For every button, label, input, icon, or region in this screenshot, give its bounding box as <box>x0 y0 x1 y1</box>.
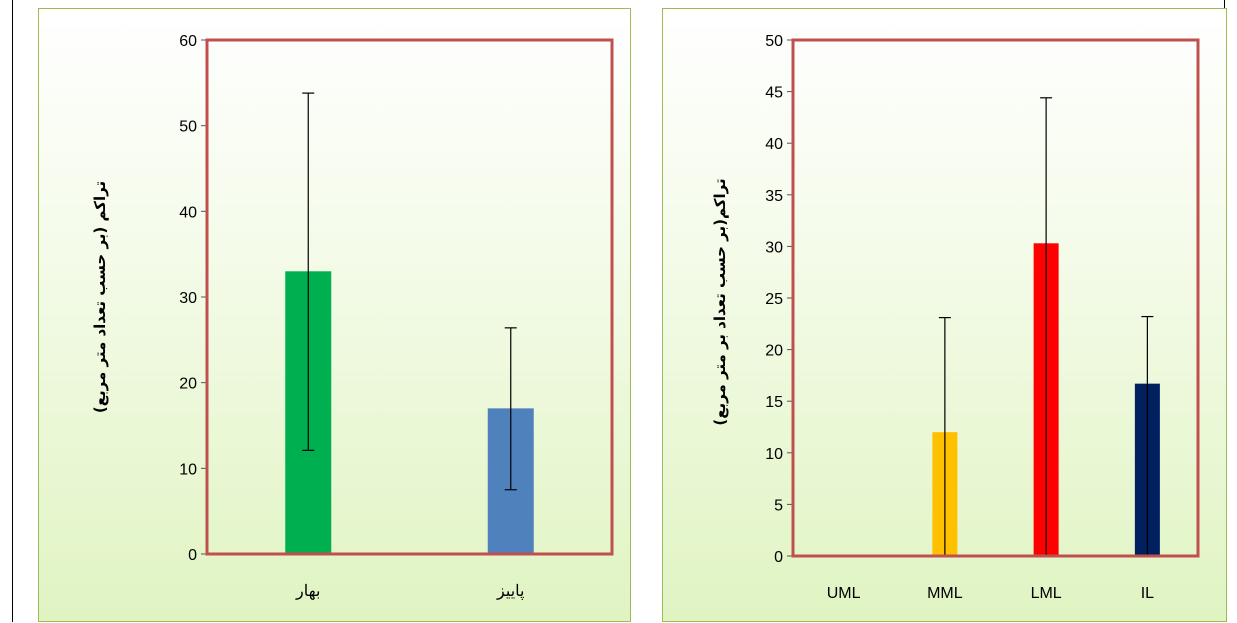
y-tick-label: 50 <box>179 119 197 136</box>
x-category-label: MML <box>927 585 963 602</box>
y-axis-label: تراکم(بر حسب تعداد بر متر مربع) <box>711 178 729 425</box>
x-category-label: پاییز <box>496 583 524 600</box>
error-bar <box>302 92 315 451</box>
y-tick-label: 0 <box>188 547 197 564</box>
chart-panel-zone: تراکم(بر حسب تعداد بر متر مربع) 0 5 10 15 20 2… <box>662 8 1227 622</box>
page-frame-left-line <box>12 0 13 622</box>
y-tick-label: 35 <box>765 188 783 205</box>
y-tick-label: 40 <box>765 136 783 153</box>
y-axis-label: تراکم (بر حسب تعداد متر مربع) <box>91 181 109 413</box>
season-bar-chart: تراکم (بر حسب تعداد متر مربع) 0 10 20 30 40 50… <box>91 33 614 600</box>
y-tick-label: 30 <box>765 239 783 256</box>
x-category-label: بهار <box>295 583 320 600</box>
y-tick-label: 30 <box>179 290 197 307</box>
error-bar <box>1040 97 1053 556</box>
y-tick-label: 25 <box>765 291 783 308</box>
x-category-label: UML <box>827 585 861 602</box>
y-tick-label: 20 <box>179 376 197 393</box>
error-bar <box>938 317 951 556</box>
plot-area-border <box>791 38 1200 558</box>
y-tick-label: 45 <box>765 85 783 102</box>
y-tick-label: 15 <box>765 394 783 411</box>
chart-panel-season: تراکم (بر حسب تعداد متر مربع) 0 10 20 30 40 50… <box>38 8 631 622</box>
y-tick-label: 5 <box>774 497 783 514</box>
y-tick-label: 40 <box>179 204 197 221</box>
y-tick-label: 10 <box>765 446 783 463</box>
y-tick-label: 0 <box>774 549 783 566</box>
zone-bar-chart: تراکم(بر حسب تعداد بر متر مربع) 0 5 10 15 20 2… <box>711 33 1200 602</box>
y-tick-label: 20 <box>765 343 783 360</box>
y-tick-label: 10 <box>179 461 197 478</box>
error-bar <box>1141 315 1154 556</box>
y-tick-label: 50 <box>765 33 783 50</box>
x-category-label: LML <box>1031 585 1062 602</box>
error-bar <box>504 327 517 491</box>
x-category-label: IL <box>1141 585 1154 602</box>
y-tick-label: 60 <box>179 33 197 50</box>
plot-area-border <box>205 38 614 556</box>
